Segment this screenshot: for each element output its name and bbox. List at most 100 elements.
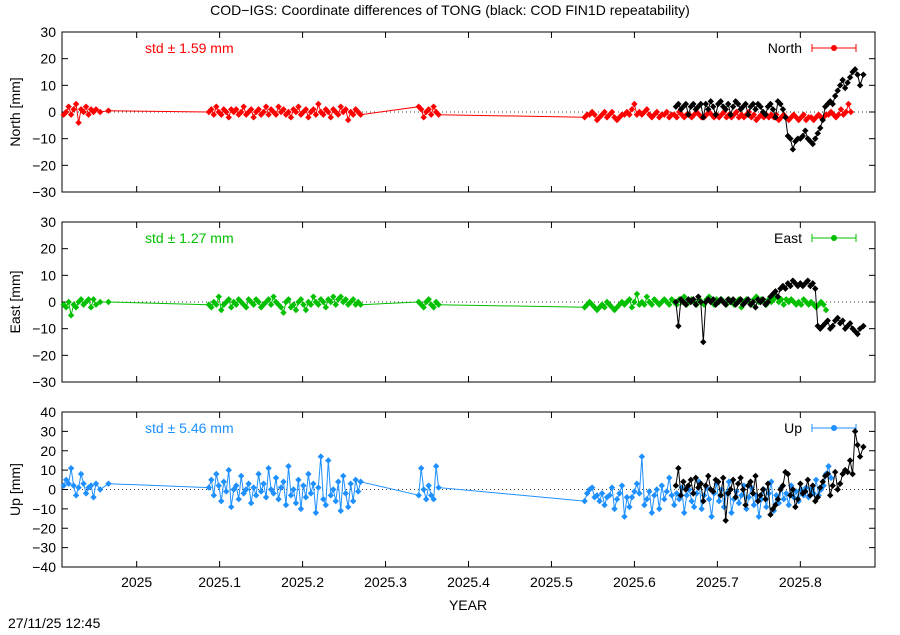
data-point bbox=[824, 317, 831, 324]
data-point bbox=[755, 114, 763, 121]
x-tick-label: 2025.5 bbox=[530, 574, 573, 590]
data-point bbox=[831, 92, 839, 100]
data-point bbox=[797, 486, 805, 493]
data-point bbox=[586, 111, 593, 118]
data-point bbox=[285, 296, 292, 303]
y-tick-label: −30 bbox=[32, 540, 56, 556]
y-tick-label: 20 bbox=[40, 51, 56, 67]
y-tick-label: 30 bbox=[40, 24, 56, 40]
data-point bbox=[641, 501, 648, 509]
data-point bbox=[730, 495, 738, 503]
data-point bbox=[349, 111, 357, 118]
data-point bbox=[802, 127, 809, 134]
data-point bbox=[262, 494, 270, 501]
data-point bbox=[792, 488, 800, 495]
data-point bbox=[682, 100, 690, 108]
data-point bbox=[762, 111, 769, 118]
data-point bbox=[297, 505, 305, 513]
series-east-1 bbox=[672, 277, 867, 346]
data-point bbox=[753, 116, 760, 124]
data-point bbox=[325, 457, 332, 464]
data-point bbox=[277, 484, 285, 491]
data-point bbox=[586, 486, 593, 493]
data-point bbox=[844, 322, 851, 330]
data-point bbox=[787, 135, 794, 142]
data-point bbox=[302, 494, 310, 501]
data-point bbox=[666, 301, 673, 308]
data-point bbox=[62, 476, 70, 484]
y-tick-label: 0 bbox=[48, 294, 56, 310]
data-point bbox=[65, 103, 72, 110]
data-point bbox=[315, 484, 322, 491]
data-point bbox=[208, 304, 215, 311]
y-tick-label: 20 bbox=[40, 443, 56, 459]
data-point bbox=[769, 106, 777, 113]
series-line bbox=[675, 279, 864, 343]
data-point bbox=[672, 482, 680, 489]
data-point bbox=[734, 480, 742, 487]
data-point bbox=[663, 488, 670, 495]
data-point bbox=[631, 298, 638, 306]
data-point bbox=[685, 486, 693, 493]
data-point bbox=[692, 474, 700, 482]
data-point bbox=[603, 114, 611, 121]
data-point bbox=[643, 293, 651, 300]
data-point bbox=[846, 74, 854, 81]
data-point bbox=[337, 507, 344, 515]
data-point bbox=[608, 108, 616, 116]
data-point bbox=[724, 100, 732, 108]
data-point bbox=[641, 301, 648, 308]
data-point bbox=[789, 146, 797, 153]
data-point bbox=[834, 486, 841, 493]
data-point bbox=[750, 296, 758, 303]
data-point bbox=[715, 497, 723, 505]
data-point bbox=[633, 480, 641, 487]
data-point bbox=[67, 464, 75, 472]
y-tick-label: 30 bbox=[40, 423, 56, 439]
y-tick-label: 10 bbox=[40, 267, 56, 283]
data-point bbox=[337, 103, 344, 110]
data-point bbox=[729, 476, 737, 484]
data-point bbox=[754, 497, 762, 505]
data-point bbox=[860, 71, 867, 78]
x-tick-label: 2025.7 bbox=[696, 574, 739, 590]
data-point bbox=[784, 132, 792, 140]
data-point bbox=[685, 111, 692, 118]
data-point bbox=[347, 480, 354, 487]
data-point bbox=[744, 482, 752, 489]
data-point bbox=[755, 513, 763, 520]
data-point bbox=[616, 490, 623, 497]
data-point bbox=[779, 282, 787, 290]
data-point bbox=[307, 490, 315, 497]
data-point bbox=[255, 106, 262, 113]
data-point bbox=[593, 306, 601, 314]
data-point bbox=[661, 495, 668, 503]
data-point bbox=[790, 298, 797, 306]
data-point bbox=[790, 111, 797, 118]
data-point bbox=[792, 138, 799, 145]
data-point bbox=[242, 486, 250, 493]
data-point bbox=[774, 293, 782, 300]
data-point bbox=[819, 116, 826, 124]
data-point bbox=[628, 494, 636, 501]
data-point bbox=[695, 293, 702, 300]
data-point bbox=[767, 511, 774, 518]
data-point bbox=[787, 282, 794, 290]
data-point bbox=[648, 114, 656, 121]
y-tick-label: 0 bbox=[48, 482, 56, 498]
data-point bbox=[802, 298, 810, 306]
legend-marker bbox=[831, 45, 837, 51]
data-point bbox=[749, 298, 757, 306]
series-up-1 bbox=[672, 428, 867, 524]
data-point bbox=[782, 285, 789, 292]
data-point bbox=[777, 100, 784, 108]
data-point bbox=[727, 298, 734, 306]
data-point bbox=[345, 116, 352, 124]
data-point bbox=[586, 298, 593, 306]
data-point bbox=[727, 486, 734, 493]
data-point bbox=[280, 106, 287, 113]
y-tick-label: 40 bbox=[40, 404, 56, 420]
data-point bbox=[223, 298, 230, 306]
data-point bbox=[653, 108, 661, 116]
